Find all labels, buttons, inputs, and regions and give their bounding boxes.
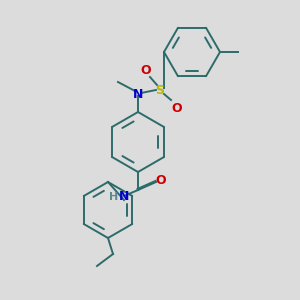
Text: O: O xyxy=(172,101,182,115)
Text: S: S xyxy=(155,83,164,97)
Text: N: N xyxy=(119,190,129,203)
Text: O: O xyxy=(141,64,151,76)
Text: H: H xyxy=(110,192,118,202)
Text: N: N xyxy=(133,88,143,101)
Text: O: O xyxy=(156,175,166,188)
